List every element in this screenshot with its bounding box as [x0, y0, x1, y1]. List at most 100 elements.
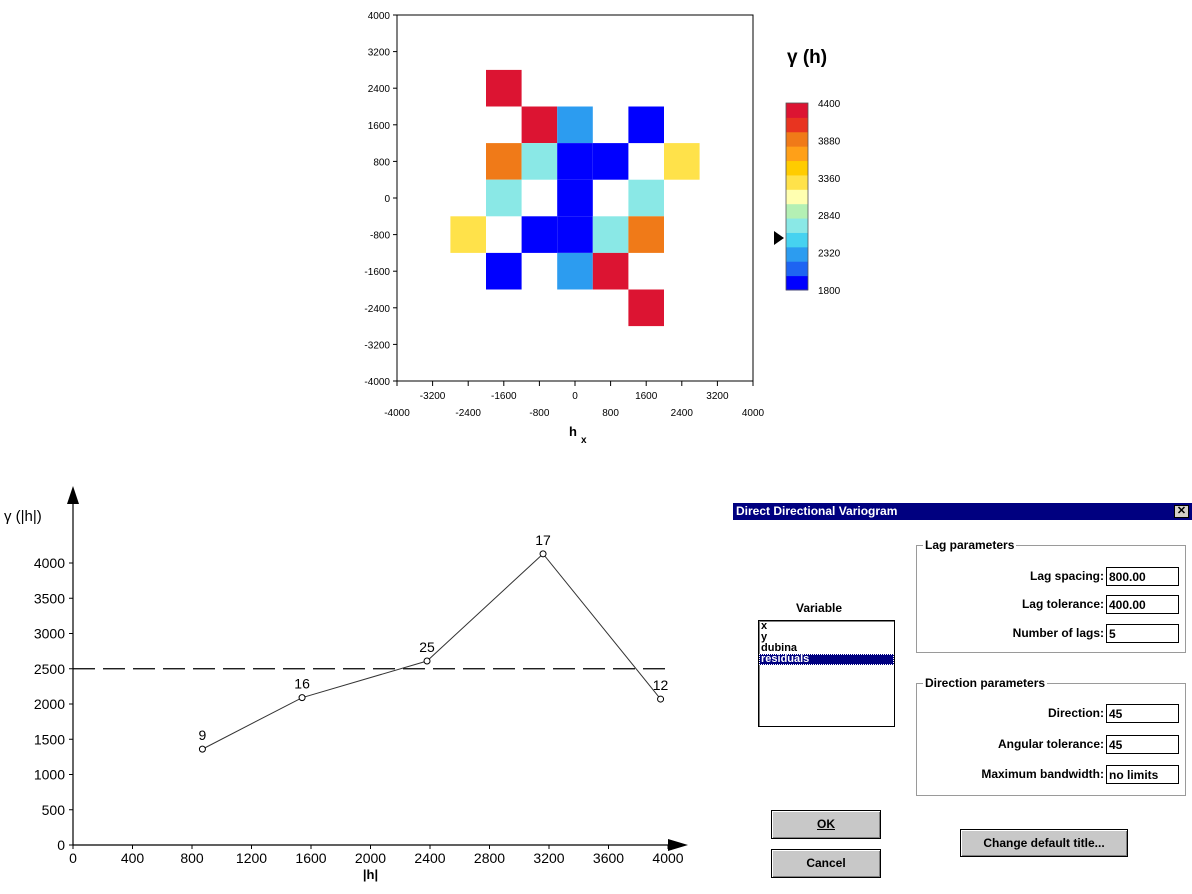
ok-button[interactable]: OK — [771, 810, 881, 839]
map-y-axis: 4000 3200 2400 1600 800 0 -800 -1600 -2400 -3200 -… — [364, 11, 397, 388]
dialog-title: Direct Directional Variogram — [736, 504, 898, 518]
number-of-lags-row: Number of lags: 5 — [1013, 623, 1179, 643]
heatmap-cell — [557, 216, 593, 253]
heatmap-cell — [592, 252, 629, 290]
lag-tolerance-input[interactable]: 400.00 — [1106, 594, 1179, 614]
colorbar-segment — [786, 117, 808, 133]
map-title: γ (h) — [787, 47, 827, 68]
data-point — [539, 550, 547, 558]
colorbar-segment — [786, 261, 808, 277]
line-y-tick-label: 500 — [42, 802, 66, 818]
heatmap-cell — [521, 106, 558, 144]
line-x-tick-label: 1200 — [236, 850, 267, 866]
directional-variogram-chart: γ (|h|) 0 500 1000 1500 2000 2500 3000 3500 4000 0… — [4, 486, 688, 882]
map-x-tick-label: 1600 — [635, 391, 658, 402]
number-of-lags-input[interactable]: 5 — [1106, 623, 1179, 643]
line-y-tick-label: 1000 — [34, 767, 65, 783]
close-x-icon[interactable]: ✕ — [1174, 505, 1189, 518]
heatmap-cell — [521, 143, 558, 180]
colorbar-segment — [786, 146, 808, 162]
map-x-tick-label: 2400 — [671, 408, 694, 419]
line-x-tick-label: 1600 — [295, 850, 326, 866]
line-y-tick-label: 4000 — [34, 555, 65, 571]
colorbar-segment — [786, 275, 808, 291]
max-bandwidth-row: Maximum bandwidth: no limits — [981, 764, 1179, 784]
map-x-tick-label: -2400 — [455, 408, 481, 419]
change-default-title-label: Change default title... — [983, 836, 1105, 850]
colorbar-segment — [786, 174, 808, 190]
variable-label: Variable — [796, 601, 843, 615]
lag-tolerance-row: Lag tolerance: 400.00 — [1022, 594, 1179, 614]
map-y-tick-label: 4000 — [368, 11, 391, 22]
line-x-tick-label: 4000 — [652, 850, 683, 866]
data-point-label: 25 — [419, 639, 435, 655]
dialog-titlebar[interactable]: Direct Directional Variogram ✕ — [733, 503, 1192, 520]
heatmap-cell — [486, 179, 522, 217]
map-y-tick-label: -3200 — [364, 340, 390, 351]
line-x-tick-label: 3600 — [593, 850, 624, 866]
variable-item-dubina[interactable]: dubina — [761, 642, 798, 654]
heatmap-cell — [557, 143, 593, 180]
max-bandwidth-label: Maximum bandwidth: — [981, 767, 1104, 781]
variable-item-residuals[interactable]: residuals — [759, 654, 894, 665]
heatmap-cell — [486, 143, 522, 180]
heatmap-cell — [664, 143, 700, 180]
line-x-axis-label: |h| — [363, 867, 378, 882]
angular-tolerance-input[interactable]: 45 — [1106, 734, 1179, 754]
data-point-label: 16 — [294, 676, 310, 692]
line-y-tick-label: 3500 — [34, 590, 65, 606]
stray-axis-text: h x — [210, 459, 227, 460]
map-x-axis-label: h — [569, 424, 577, 439]
colorbar-label: 3360 — [818, 174, 841, 185]
max-bandwidth-input[interactable]: no limits — [1106, 764, 1179, 784]
heatmap-cell — [628, 216, 664, 253]
map-y-tick-label: -2400 — [364, 304, 390, 315]
line-y-tick-label: 1500 — [34, 731, 65, 747]
variable-listbox[interactable]: x y dubina residuals — [758, 620, 895, 727]
line-x-tick-label: 3200 — [533, 850, 564, 866]
colorbar-segment — [786, 246, 808, 262]
data-point — [198, 745, 206, 753]
colorbar-segment — [786, 232, 808, 248]
map-x-tick-label: 3200 — [706, 391, 729, 402]
lag-spacing-input[interactable]: 800.00 — [1106, 566, 1179, 586]
line-x-tick-label: 2400 — [414, 850, 445, 866]
map-x-tick-label: -800 — [529, 408, 549, 419]
map-x-tick-label: -4000 — [384, 408, 410, 419]
lag-parameters-group: Lag parameters Lag spacing: 800.00 Lag t… — [916, 538, 1186, 653]
map-x-tick-label: 800 — [602, 408, 619, 419]
colorbar-frame — [785, 102, 809, 291]
directional-variogram-dialog: Direct Directional Variogram ✕ Variable … — [733, 503, 1192, 894]
line-x-tick-label: 400 — [121, 850, 145, 866]
variable-item-y[interactable]: y — [761, 631, 768, 643]
data-point-label: 9 — [199, 727, 207, 743]
data-point — [298, 694, 306, 702]
colorbar-segment — [786, 131, 808, 147]
cancel-button[interactable]: Cancel — [771, 849, 881, 878]
heatmap-cell — [628, 179, 664, 217]
line-y-tick-label: 0 — [57, 837, 65, 853]
change-default-title-button[interactable]: Change default title... — [960, 829, 1128, 857]
colorbar-segment — [786, 103, 808, 118]
colorbar: 4400 3880 3360 2840 2320 1800 — [785, 99, 841, 297]
map-y-tick-label: 800 — [373, 157, 390, 168]
colorbar-segment — [786, 218, 808, 233]
map-y-tick-label: -4000 — [364, 377, 390, 388]
variable-item-x[interactable]: x — [761, 620, 768, 632]
angular-tolerance-row: Angular tolerance: 45 — [998, 734, 1179, 754]
number-of-lags-label: Number of lags: — [1012, 626, 1104, 640]
map-y-tick-label: 2400 — [368, 84, 391, 95]
map-y-tick-label: 3200 — [368, 48, 391, 59]
direction-label: Direction: — [1047, 706, 1104, 720]
angular-tolerance-label: Angular tolerance: — [997, 737, 1104, 751]
heatmap-cell — [592, 216, 629, 253]
line-y-tick-label: 2000 — [34, 696, 65, 712]
map-x-axis-label-subscript: x — [581, 435, 587, 446]
direction-input[interactable]: 45 — [1106, 703, 1179, 723]
heatmap-cell — [628, 106, 664, 144]
heatmap-cell — [557, 179, 593, 217]
colorbar-segment — [786, 160, 808, 176]
data-point — [657, 695, 665, 703]
map-y-tick-label: -800 — [370, 231, 390, 242]
line-y-tick-label: 2500 — [34, 661, 65, 677]
